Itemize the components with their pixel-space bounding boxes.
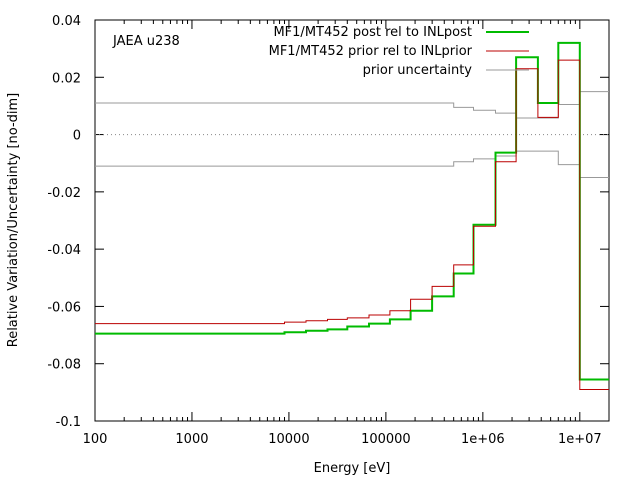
y-tick-label: -0.06 [47,300,81,315]
legend-entry-label: MF1/MT452 post rel to INLpost [273,25,472,40]
y-axis-label: Relative Variation/Uncertainty [no-dim] [6,93,21,348]
y-tick-label: 0.02 [52,71,81,86]
x-tick-label: 100 [83,432,108,447]
x-tick-label: 100000 [361,432,411,447]
x-tick-label: 10000 [268,432,309,447]
y-tick-label: 0.04 [52,14,81,29]
legend-entry-label: MF1/MT452 prior rel to INLprior [269,44,473,59]
y-tick-label: -0.02 [47,186,81,201]
series-layer [95,41,609,390]
series-post-line [95,41,609,381]
legend: MF1/MT452 post rel to INLpost MF1/MT452 p… [269,25,529,78]
y-tick-label: 0 [73,129,81,144]
x-tick-label: 1e+07 [558,432,602,447]
y-tick-label: -0.08 [47,358,81,373]
y-tick-label: -0.04 [47,243,81,258]
x-tick-label: 1e+06 [461,432,505,447]
x-axis-label: Energy [eV] [314,461,391,476]
x-ticks: 100 1000 10000 100000 1e+06 1e+07 [83,20,610,447]
legend-entry-label: prior uncertainty [363,63,473,78]
y-ticks: 0.04 0.02 0 -0.02 -0.04 -0.06 -0.08 -0.1 [47,14,609,430]
series-prior-line [95,59,609,390]
y-tick-label: -0.1 [56,415,81,430]
series-uncertainty-upper-line [95,91,609,119]
plot-frame [94,19,610,422]
series-uncertainty-lower-line [95,150,609,179]
x-tick-label: 1000 [175,432,208,447]
chart-annotation: JAEA u238 [112,34,180,49]
